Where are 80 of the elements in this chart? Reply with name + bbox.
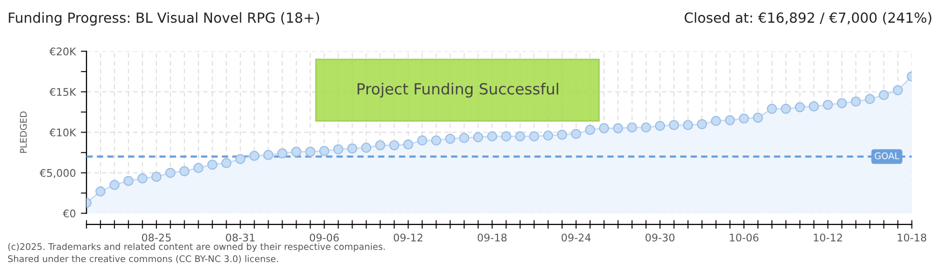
point xyxy=(780,104,791,114)
point xyxy=(640,122,652,133)
point xyxy=(473,132,484,142)
x-tick-label: 09-24 xyxy=(562,234,591,242)
point xyxy=(305,146,316,157)
point xyxy=(165,168,176,178)
x-tick-label: 10-06 xyxy=(730,234,758,242)
point xyxy=(850,96,861,107)
point xyxy=(459,132,470,144)
point xyxy=(431,135,442,146)
point xyxy=(864,94,875,104)
point xyxy=(822,100,833,110)
point xyxy=(724,115,736,126)
point xyxy=(445,134,456,144)
point xyxy=(515,131,526,142)
point xyxy=(375,140,386,150)
point xyxy=(808,101,819,112)
point xyxy=(682,120,694,130)
point xyxy=(557,130,568,140)
point xyxy=(361,142,372,153)
x-tick-label: 10-18 xyxy=(898,234,926,242)
point xyxy=(263,150,274,160)
point xyxy=(836,98,847,108)
point xyxy=(109,180,120,190)
point xyxy=(95,186,106,196)
point xyxy=(598,123,610,134)
point xyxy=(277,148,288,158)
point xyxy=(179,166,190,176)
point xyxy=(487,131,498,142)
point xyxy=(319,146,330,156)
x-tick-label: 08-31 xyxy=(226,234,255,242)
point xyxy=(291,146,302,157)
point xyxy=(654,120,666,131)
point xyxy=(123,176,134,186)
point xyxy=(529,131,540,142)
chart-title: Funding Progress: BL Visual Novel RPG (18+) xyxy=(8,12,320,26)
point xyxy=(235,154,246,164)
point xyxy=(738,113,750,124)
x-tick-label: 09-30 xyxy=(646,234,674,242)
point xyxy=(878,90,889,100)
point xyxy=(892,85,903,96)
x-tick-label: 09-12 xyxy=(394,234,422,242)
point xyxy=(668,120,680,130)
point xyxy=(696,119,708,130)
point xyxy=(347,143,358,154)
text: (c)2025. Trademarks and related content are owned by their respective companies. xyxy=(8,243,385,252)
point xyxy=(137,173,148,184)
y-tick-label: €15K xyxy=(49,88,76,96)
y-tick-label: €0 xyxy=(62,210,76,218)
chart-subtitle: Closed at: €16,892 / €7,000 (241%) xyxy=(684,12,932,25)
y-tick-label: €5,000 xyxy=(40,169,76,178)
point xyxy=(249,150,260,161)
point xyxy=(417,135,428,146)
x-tick-label: 09-06 xyxy=(310,234,339,242)
point xyxy=(626,122,638,133)
point xyxy=(571,128,582,139)
point xyxy=(794,102,805,112)
annotation: Project Funding Successful xyxy=(358,82,558,98)
point xyxy=(584,124,596,135)
x-tick-label: 10-12 xyxy=(814,234,842,242)
x-tick-label: 08-25 xyxy=(142,234,171,242)
point xyxy=(766,104,777,114)
y-tick-label: €20K xyxy=(49,48,76,56)
y-tick-label: €10K xyxy=(49,128,76,136)
point xyxy=(752,112,763,123)
x-tick-label: 09-18 xyxy=(478,234,507,242)
point xyxy=(207,160,218,170)
point xyxy=(151,172,162,182)
point xyxy=(710,116,722,126)
point xyxy=(389,140,400,150)
point xyxy=(403,139,414,150)
point xyxy=(543,130,554,141)
point xyxy=(612,123,624,134)
point xyxy=(333,144,344,154)
text: Shared under the creative commons (CC BY-NC 3.0) license. xyxy=(8,255,278,264)
point xyxy=(501,131,512,142)
point xyxy=(193,162,204,174)
y-axis-title: PLEDGED xyxy=(20,111,27,153)
point xyxy=(221,158,232,168)
ref-line-label: GOAL xyxy=(874,152,900,160)
